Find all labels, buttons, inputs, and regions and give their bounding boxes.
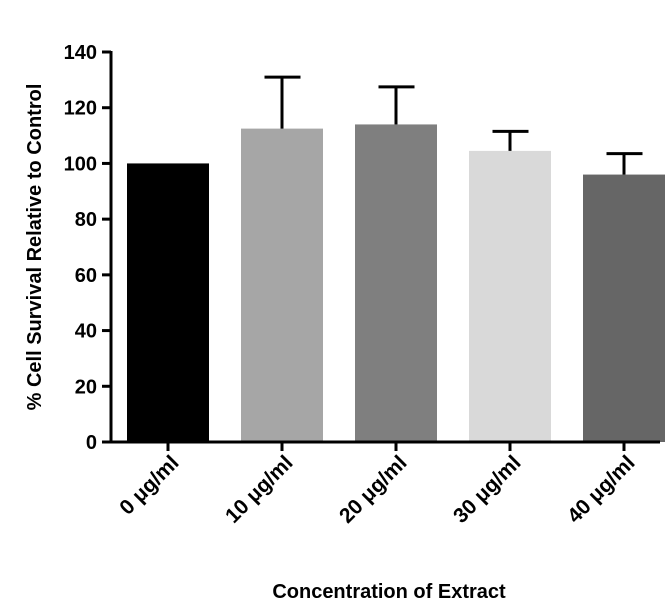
y-tick-label: 20 xyxy=(75,376,97,398)
x-category-label: 0 μg/ml xyxy=(115,451,183,519)
bar xyxy=(583,174,665,443)
y-tick-label: 120 xyxy=(64,98,97,120)
y-tick-label: 140 xyxy=(64,42,97,64)
y-tick-label: 80 xyxy=(75,209,97,231)
x-category-labels: 0 μg/ml 10 μg/ml 20 μg/ml 30 μg/ml 40 μg/ml xyxy=(115,451,639,528)
y-axis-title: % Cell Survival Relative to Control xyxy=(24,84,46,411)
bars-layer xyxy=(127,75,665,451)
x-category-label: 10 μg/ml xyxy=(221,451,298,528)
x-axis-title: Concentration of Extract xyxy=(272,581,506,603)
bar xyxy=(127,163,209,442)
x-category-label: 20 μg/ml xyxy=(335,451,412,528)
y-tick-label: 60 xyxy=(75,265,97,287)
bar xyxy=(241,128,323,442)
bar xyxy=(355,124,437,442)
y-ticks: 0 20 40 60 80 100 120 140 xyxy=(64,42,111,454)
x-category-label: 40 μg/ml xyxy=(563,451,640,528)
y-tick-label: 0 xyxy=(86,432,97,454)
y-tick-label: 40 xyxy=(75,321,97,343)
x-category-label: 30 μg/ml xyxy=(449,451,526,528)
y-tick-label: 100 xyxy=(64,153,97,175)
bar xyxy=(469,150,551,442)
axes-layer xyxy=(109,51,660,444)
